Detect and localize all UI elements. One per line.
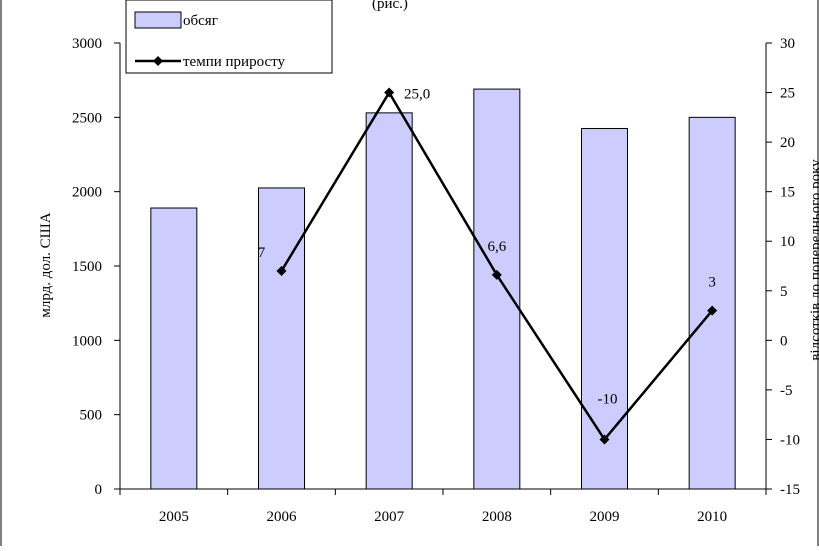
bar-2007 xyxy=(365,112,413,490)
y2-tick-label--15: -15 xyxy=(780,482,800,498)
growth-label-2006: 7 xyxy=(258,245,266,261)
y2-tick-label-30: 30 xyxy=(780,36,795,52)
axes-layer: 0 500 1000 1500 2000 2500 3000 -15 -10 -5 0 5 10 15 20… xyxy=(72,36,800,525)
growth-label-2008: 6,6 xyxy=(487,239,506,255)
growth-marker-2010 xyxy=(707,305,718,316)
bar-2005 xyxy=(150,207,198,490)
y-tick-label-2000: 2000 xyxy=(72,185,102,201)
caption-fragment: (рис.) xyxy=(372,0,408,12)
y2-tick-label-0: 0 xyxy=(780,333,788,349)
bar-2006 xyxy=(258,187,305,490)
labels-layer: 7 25,0 6,6 -10 3 xyxy=(258,87,716,408)
y-tick-label-1500: 1500 xyxy=(72,259,102,275)
y2-tick-label-10: 10 xyxy=(780,234,795,250)
bar-2009 xyxy=(581,127,628,490)
y2-axis-title: відсотків до попереднього року xyxy=(808,159,819,361)
line-layer xyxy=(276,87,718,445)
growth-label-2009: -10 xyxy=(598,391,618,407)
y2-tick-label--10: -10 xyxy=(780,432,800,448)
y2-tick-label--5: -5 xyxy=(780,383,793,399)
y2-tick-label-5: 5 xyxy=(780,284,788,300)
y2-tick-label-15: 15 xyxy=(780,185,795,201)
y2-tick-label-25: 25 xyxy=(780,86,795,102)
y-tick-label-2500: 2500 xyxy=(72,110,102,126)
x-tick-label-2008: 2008 xyxy=(482,509,512,525)
growth-marker-2007 xyxy=(384,87,395,98)
y-tick-label-0: 0 xyxy=(95,482,103,498)
legend-swatch-volume xyxy=(134,11,182,29)
growth-marker-2006 xyxy=(276,265,287,276)
x-tick-label-2007: 2007 xyxy=(374,509,405,525)
legend: обсяг темпи приросту xyxy=(125,0,333,74)
x-tick-label-2006: 2006 xyxy=(267,509,298,525)
x-tick-label-2005: 2005 xyxy=(159,509,189,525)
bars-layer xyxy=(150,88,736,490)
bar-2010 xyxy=(688,116,736,490)
growth-label-2007: 25,0 xyxy=(404,87,430,103)
y-tick-label-1000: 1000 xyxy=(72,333,102,349)
y-tick-label-500: 500 xyxy=(80,408,103,424)
y2-tick-label-20: 20 xyxy=(780,135,795,151)
x-tick-label-2010: 2010 xyxy=(697,509,727,525)
growth-marker-2008 xyxy=(491,269,502,280)
legend-label-volume: обсяг xyxy=(183,13,218,29)
growth-label-2010: 3 xyxy=(708,275,716,291)
x-tick-label-2009: 2009 xyxy=(590,509,620,525)
y-tick-label-3000: 3000 xyxy=(72,36,102,52)
legend-marker-growth xyxy=(153,56,163,66)
growth-marker-2009 xyxy=(599,434,610,445)
bar-2008 xyxy=(473,88,521,490)
legend-label-growth: темпи приросту xyxy=(183,54,285,70)
y-axis-title: млрд. дол. США xyxy=(38,212,54,317)
